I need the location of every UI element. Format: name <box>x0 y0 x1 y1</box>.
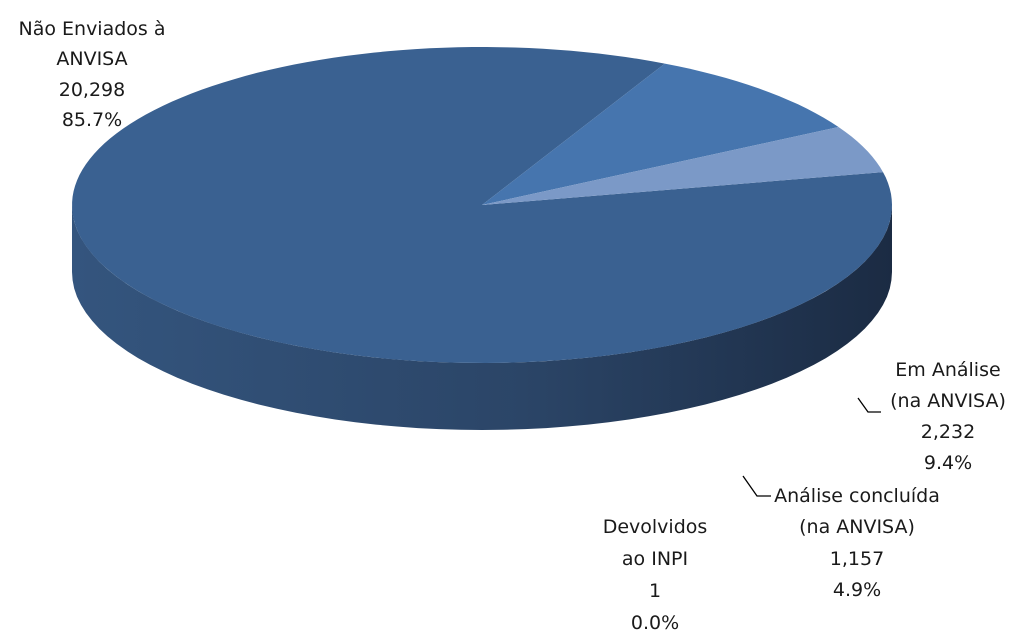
leader-line-analise-concluida <box>743 476 771 496</box>
data-label-nao-enviados: Não Enviados à ANVISA 20,298 85.7% <box>19 18 166 131</box>
data-label-devolvidos: Devolvidos ao INPI 1 0.0% <box>603 516 708 634</box>
leader-lines <box>743 398 881 496</box>
data-label-analise-concluida: Análise concluída (na ANVISA) 1,157 4.9% <box>774 485 940 601</box>
slice-label-line-2: (na ANVISA) <box>890 390 1006 412</box>
slice-percent: 9.4% <box>924 452 972 474</box>
slice-value: 2,232 <box>921 421 975 443</box>
slice-value: 1,157 <box>830 548 884 570</box>
slice-label-line-1: Em Análise <box>895 359 1000 381</box>
slice-percent: 85.7% <box>62 109 122 131</box>
leader-line-em-analise <box>858 398 881 412</box>
slice-percent: 4.9% <box>833 579 881 601</box>
slice-value: 1 <box>649 580 661 602</box>
slice-label-line-1: Devolvidos <box>603 516 708 538</box>
pie-tops <box>72 47 892 363</box>
slice-label-line-2: ANVISA <box>56 48 127 70</box>
slice-percent: 0.0% <box>631 612 679 634</box>
slice-label-line-1: Análise concluída <box>774 485 940 507</box>
data-label-em-analise: Em Análise (na ANVISA) 2,232 9.4% <box>890 359 1006 474</box>
slice-label-line-2: ao INPI <box>622 548 688 570</box>
slice-label-line-1: Não Enviados à <box>19 18 166 40</box>
slice-value: 20,298 <box>59 79 125 101</box>
slice-label-line-2: (na ANVISA) <box>799 516 915 538</box>
